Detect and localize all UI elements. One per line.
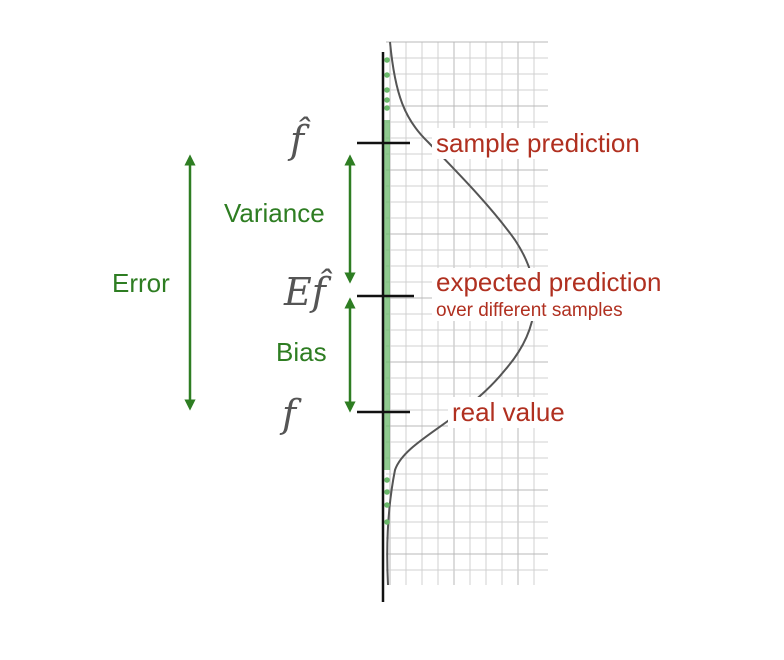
sample-prediction-label: sample prediction bbox=[432, 128, 644, 159]
sample-dot bbox=[384, 502, 390, 508]
f-symbol: f bbox=[282, 392, 297, 436]
error-label: Error bbox=[112, 268, 170, 298]
expected-prediction-group: expected prediction over different sampl… bbox=[432, 267, 666, 322]
expected-f-hat-symbol: Ef̂ bbox=[284, 270, 326, 314]
sample-dot bbox=[384, 519, 390, 525]
sample-dot bbox=[384, 87, 390, 93]
bias-label: Bias bbox=[276, 337, 327, 367]
real-value-label: real value bbox=[448, 397, 569, 428]
f-hat-symbol: f̂ bbox=[290, 118, 305, 162]
sample-dot bbox=[384, 105, 390, 111]
variance-label: Variance bbox=[224, 198, 325, 228]
sample-dots bbox=[384, 57, 390, 525]
sample-dot bbox=[384, 97, 390, 103]
sample-dot bbox=[384, 489, 390, 495]
sample-dot bbox=[384, 57, 390, 63]
sample-dot bbox=[384, 72, 390, 78]
expected-prediction-sublabel: over different samples bbox=[436, 299, 623, 321]
sample-dot bbox=[384, 477, 390, 483]
expected-prediction-label: expected prediction bbox=[436, 267, 662, 297]
